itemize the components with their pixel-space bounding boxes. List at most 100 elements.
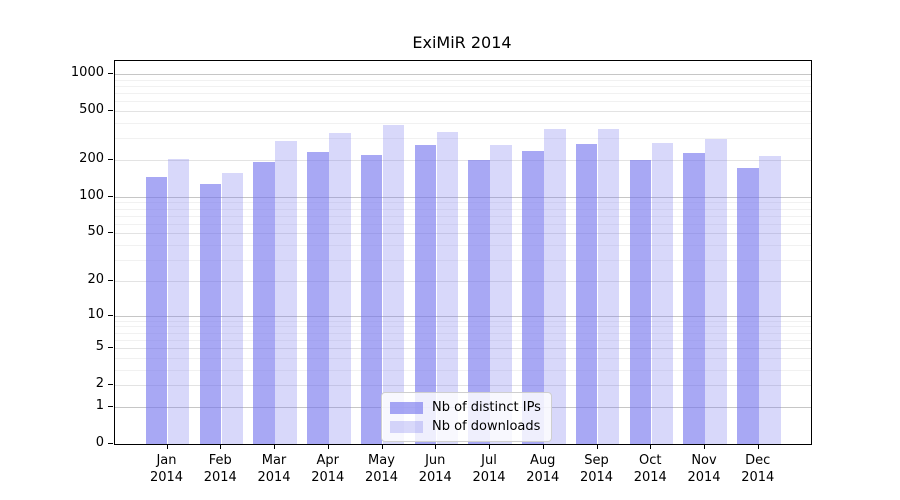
gridline — [115, 280, 811, 282]
x-tick-label: Mar 2014 — [246, 452, 302, 486]
bar-ips-aug — [522, 150, 544, 444]
gridline-minor — [115, 339, 811, 341]
y-tick-mark — [108, 347, 113, 348]
y-tick-label: 200 — [79, 150, 104, 166]
gridline-minor — [115, 93, 811, 95]
gridline — [115, 315, 811, 317]
x-tick-label: Feb 2014 — [192, 452, 248, 486]
bar-ips-oct — [629, 159, 651, 444]
x-tick-mark — [704, 444, 705, 449]
legend-item: Nb of downloads — [390, 417, 541, 436]
x-tick-month: Nov — [691, 453, 717, 468]
gridline-minor — [115, 320, 811, 322]
bar-ips-feb — [199, 184, 221, 444]
bar-downloads-oct — [651, 142, 673, 444]
bar-downloads-jun — [436, 132, 458, 444]
x-tick-year: 2014 — [687, 470, 721, 485]
bar-downloads-nov — [705, 138, 727, 444]
x-tick-month: Feb — [208, 453, 232, 468]
x-tick-month: Dec — [745, 453, 771, 468]
legend-label: Nb of distinct IPs — [432, 400, 541, 415]
x-tick-label: Jan 2014 — [139, 452, 195, 486]
x-tick-mark — [274, 444, 275, 449]
x-tick-year: 2014 — [472, 470, 506, 485]
y-tick-label: 100 — [79, 187, 104, 203]
y-tick-mark — [108, 73, 113, 74]
gridline-minor — [115, 138, 811, 140]
x-tick-year: 2014 — [418, 470, 452, 485]
x-tick-year: 2014 — [741, 470, 775, 485]
legend: Nb of distinct IPs Nb of downloads — [381, 392, 552, 442]
bar-downloads-apr — [329, 133, 351, 444]
y-tick-label: 10 — [87, 306, 104, 322]
x-tick-year: 2014 — [149, 470, 184, 485]
x-tick-label: Dec 2014 — [730, 452, 786, 486]
y-tick-label: 2 — [95, 376, 104, 392]
x-tick-mark — [596, 444, 598, 449]
gridline — [115, 233, 811, 235]
x-tick-label: May 2014 — [354, 452, 410, 486]
x-tick-year: 2014 — [257, 470, 291, 485]
x-tick-mark — [327, 444, 329, 449]
gridline-minor — [115, 332, 811, 334]
x-tick-label: Jul 2014 — [461, 452, 517, 486]
chart-title: ExiMiR 2014 — [412, 33, 512, 52]
bar-downloads-aug — [544, 129, 566, 444]
x-tick-year: 2014 — [633, 470, 667, 485]
y-tick-label: 50 — [87, 224, 104, 240]
gridline-minor — [115, 260, 811, 262]
gridline — [115, 348, 811, 350]
y-tick-mark — [108, 280, 113, 281]
y-tick-mark — [108, 406, 113, 407]
gridline-minor — [115, 357, 811, 359]
y-tick-label: 5 — [95, 339, 104, 355]
x-tick-label: Nov 2014 — [676, 452, 732, 486]
bar-downloads-may — [382, 124, 405, 444]
gridline-minor — [115, 85, 811, 87]
bar-ips-sep — [575, 144, 598, 444]
x-tick-mark — [381, 444, 383, 449]
x-tick-label: Sep 2014 — [569, 452, 625, 486]
gridline-minor — [115, 326, 811, 328]
y-tick-mark — [108, 110, 113, 111]
x-tick-mark — [650, 444, 652, 449]
bar-downloads-sep — [597, 128, 620, 444]
gridline — [115, 159, 811, 161]
x-tick-label: Oct 2014 — [622, 452, 678, 486]
gridline-minor — [115, 245, 811, 247]
gridline — [115, 385, 811, 387]
bar-downloads-jan — [167, 158, 190, 444]
x-tick-mark — [757, 444, 759, 449]
x-tick-year: 2014 — [579, 470, 614, 485]
x-tick-year: 2014 — [364, 470, 399, 485]
x-tick-month: Mar — [261, 453, 287, 468]
gridline-minor — [115, 202, 811, 204]
x-tick-year: 2014 — [311, 470, 345, 485]
x-tick-month: Oct — [639, 453, 662, 468]
plot-area: Nb of distinct IPs Nb of downloads — [114, 60, 812, 445]
gridline — [115, 196, 811, 198]
bar-ips-jan — [145, 177, 168, 444]
bar-downloads-mar — [275, 141, 297, 444]
x-tick-month: Jan — [156, 453, 177, 468]
gridline-minor — [115, 208, 811, 210]
bar-ips-dec — [737, 168, 759, 444]
y-tick-label: 0 — [95, 435, 104, 450]
x-tick-month: Jul — [481, 453, 497, 468]
bar-ips-mar — [253, 161, 275, 444]
x-tick-label: Jun 2014 — [407, 452, 463, 486]
bars-layer — [115, 61, 811, 444]
x-tick-month: Aug — [530, 453, 556, 468]
bar-downloads-feb — [221, 172, 243, 444]
y-tick-mark — [108, 443, 113, 444]
legend-item: Nb of distinct IPs — [390, 398, 541, 417]
x-tick-year: 2014 — [526, 470, 560, 485]
y-tick-mark — [108, 159, 113, 160]
x-tick-month: May — [368, 453, 395, 468]
y-tick-mark — [108, 196, 113, 197]
x-tick-mark — [542, 444, 544, 449]
y-tick-mark — [108, 384, 113, 385]
legend-swatch — [390, 420, 423, 433]
gridline-minor — [115, 101, 811, 103]
